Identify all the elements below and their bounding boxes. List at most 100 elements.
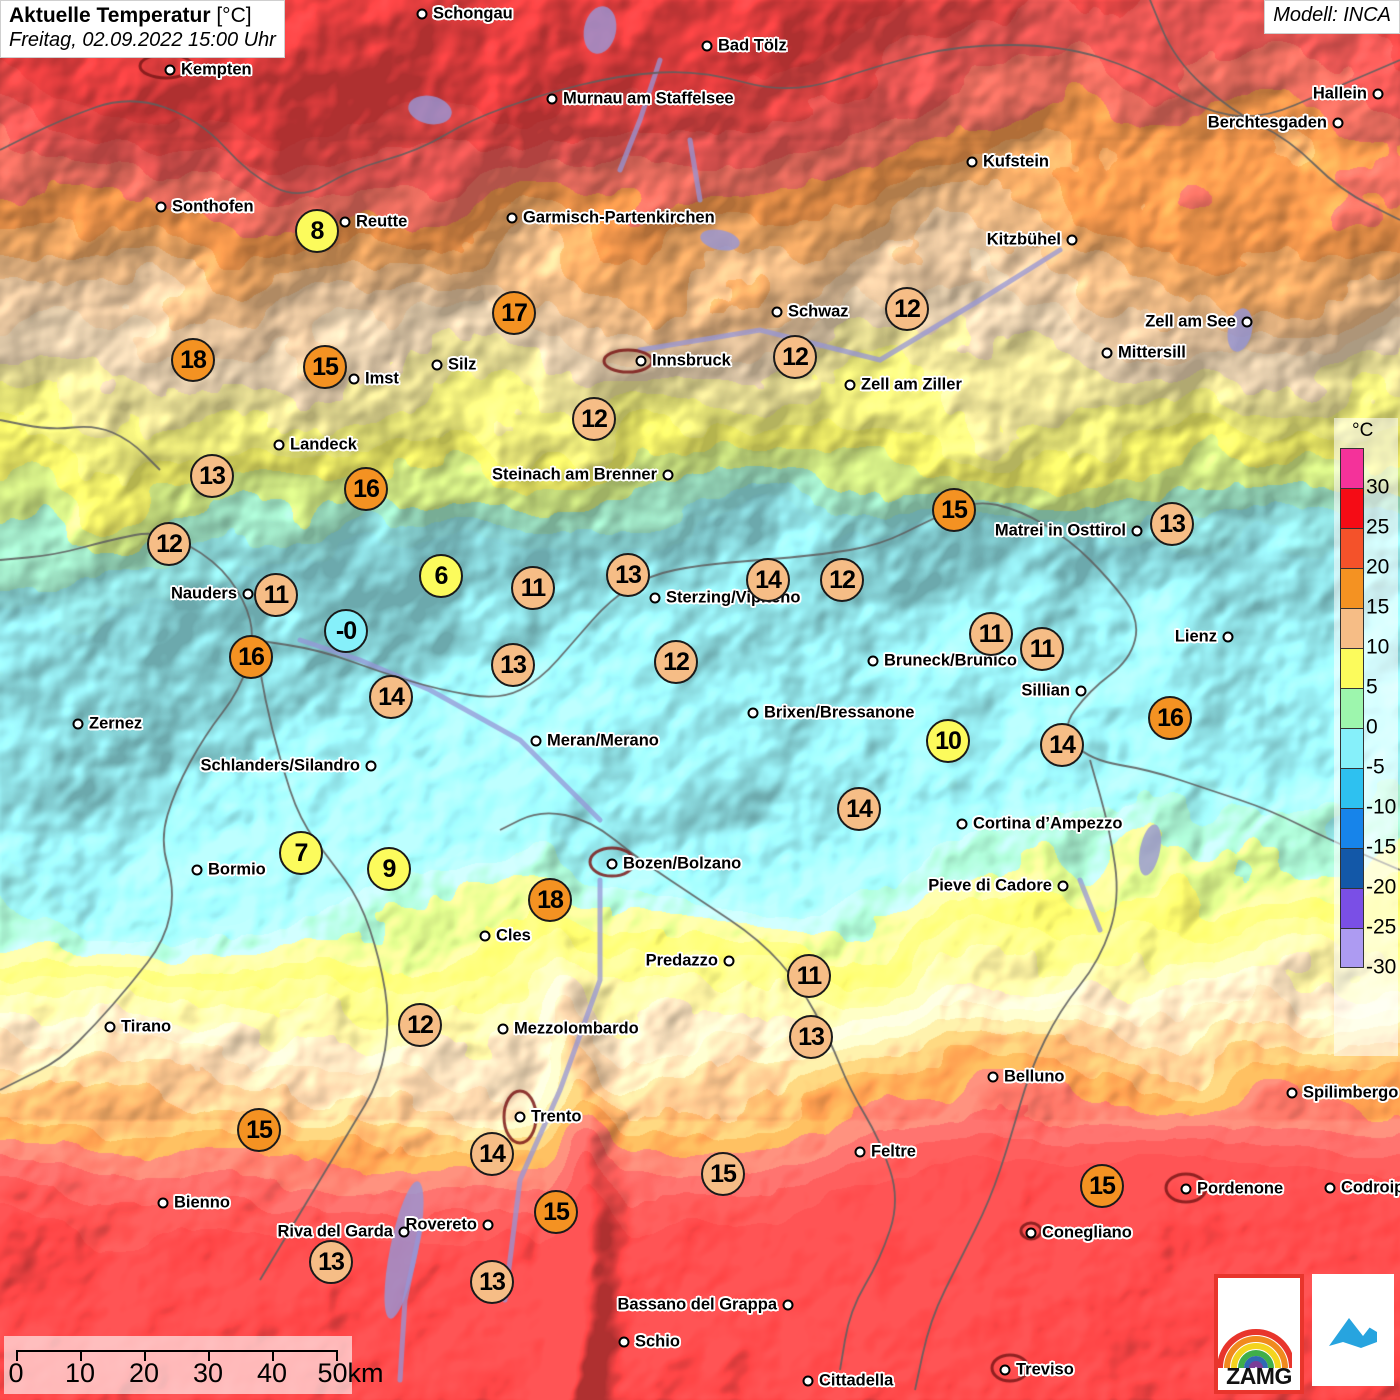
colorbar-tick: 30 [1366,475,1390,499]
station-temperature-marker[interactable]: 13 [309,1240,353,1284]
city-label: Pordenone [1197,1179,1284,1198]
station-temperature-marker[interactable]: 17 [492,291,536,335]
station-temperature-marker[interactable]: 12 [398,1003,442,1047]
city-label: Hallein [1312,84,1367,103]
title-subtitle: Freitag, 02.09.2022 15:00 Uhr [9,28,276,51]
station-temperature-marker[interactable]: 16 [344,467,388,511]
city-dot-icon [1180,1183,1192,1195]
city-label: Imst [365,369,399,388]
station-temperature-marker[interactable]: 8 [295,209,339,253]
city-dot-icon [164,64,176,76]
station-temperature-marker[interactable]: 13 [789,1015,833,1059]
city-dot-icon [157,1197,169,1209]
city-label: Predazzo [645,951,718,970]
scale-bar-line [16,1350,336,1352]
station-temperature-marker[interactable]: 12 [773,335,817,379]
station-temperature-marker[interactable]: 15 [534,1190,578,1234]
station-temperature-marker[interactable]: 14 [470,1132,514,1176]
temperature-colorbar: °C 30 25 20 15 10 5 0 -5 -10 -15 -20 -25 -30 [1334,418,1398,1056]
station-temperature-marker[interactable]: 13 [1150,502,1194,546]
station-temperature-marker[interactable]: -0 [324,609,368,653]
station-temperature-marker[interactable]: 18 [171,338,215,382]
station-temperature-marker[interactable]: 14 [837,787,881,831]
station-temperature-marker[interactable]: 11 [511,566,555,610]
station-temperature-marker[interactable]: 16 [229,635,273,679]
city-dot-icon [618,1336,630,1348]
city-dot-icon [416,8,428,20]
city-label: Meran/Merano [547,731,659,750]
station-temperature-marker[interactable]: 12 [820,558,864,602]
colorbar-swatch [1340,848,1364,888]
city-label: Mezzolombardo [514,1019,639,1038]
station-temperature-marker[interactable]: 15 [237,1108,281,1152]
station-temperature-marker[interactable]: 12 [572,397,616,441]
city-label: Landeck [290,435,357,454]
city-dot-icon [273,439,285,451]
city-dot-icon [1101,347,1113,359]
scale-label: 50km [317,1358,384,1388]
city-label: Bassano del Grappa [617,1295,777,1314]
station-temperature-marker[interactable]: 14 [746,558,790,602]
city-dot-icon [514,1111,526,1123]
station-temperature-marker[interactable]: 13 [491,643,535,687]
city-label: Berchtesgaden [1207,113,1327,132]
city-label: Steinach am Brenner [491,465,657,484]
city-label: Sonthofen [172,197,254,216]
station-temperature-marker[interactable]: 14 [1040,723,1084,767]
scale-label: 40 [256,1358,288,1388]
city-dot-icon [348,373,360,385]
station-temperature-marker[interactable]: 11 [787,954,831,998]
station-temperature-marker[interactable]: 13 [190,454,234,498]
colorbar-tick: -5 [1366,755,1385,779]
station-temperature-marker[interactable]: 11 [254,573,298,617]
station-temperature-marker[interactable]: 12 [654,640,698,684]
station-temperature-marker[interactable]: 15 [932,488,976,532]
station-temperature-marker[interactable]: 13 [470,1260,514,1304]
station-temperature-marker[interactable]: 14 [369,675,413,719]
station-temperature-marker[interactable]: 10 [926,719,970,763]
colorbar-swatch [1340,448,1364,488]
station-temperature-marker[interactable]: 9 [367,847,411,891]
city-label: Codroipo [1341,1178,1400,1197]
geosphere-logo [1312,1274,1394,1386]
city-label: Lienz [1174,627,1217,646]
city-label: Schlanders/Silandro [200,756,360,775]
station-temperature-marker[interactable]: 18 [528,878,572,922]
station-temperature-marker[interactable]: 15 [1080,1164,1124,1208]
colorbar-tick: 15 [1366,595,1390,619]
city-label: Mittersill [1118,343,1186,362]
station-temperature-marker[interactable]: 7 [279,831,323,875]
page-title: Aktuelle Temperatur [°C] [9,4,276,29]
city-label: Brixen/Bressanone [764,703,915,722]
city-dot-icon [242,588,254,600]
city-label: Silz [448,355,477,374]
colorbar-swatch [1340,768,1364,808]
title-main: Aktuelle Temperatur [9,4,211,27]
city-dot-icon [104,1021,116,1033]
station-temperature-marker[interactable]: 11 [1020,627,1064,671]
city-dot-icon [191,864,203,876]
colorbar-tick: -30 [1366,955,1397,979]
city-label: Schwaz [788,302,849,321]
city-label: Feltre [871,1142,916,1161]
city-dot-icon [1241,316,1253,328]
city-label: Sillian [1021,681,1070,700]
station-temperature-marker[interactable]: 16 [1148,696,1192,740]
colorbar-tick: 25 [1366,515,1390,539]
station-temperature-marker[interactable]: 12 [147,522,191,566]
scale-label: 30 [192,1358,224,1388]
city-dot-icon [1222,631,1234,643]
station-temperature-marker[interactable]: 11 [969,612,1013,656]
city-dot-icon [398,1226,410,1238]
city-label: Zernez [89,714,143,733]
city-dot-icon [987,1071,999,1083]
city-label: Cles [496,926,531,945]
station-temperature-marker[interactable]: 13 [606,553,650,597]
city-label: Rovereto [405,1215,477,1234]
station-temperature-marker[interactable]: 15 [701,1152,745,1196]
station-temperature-marker[interactable]: 6 [419,554,463,598]
station-temperature-marker[interactable]: 15 [303,345,347,389]
city-label: Bad Tölz [718,36,787,55]
station-temperature-marker[interactable]: 12 [885,287,929,331]
